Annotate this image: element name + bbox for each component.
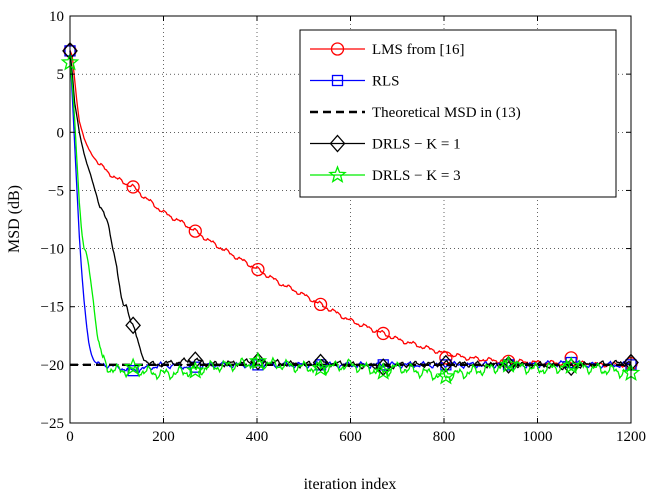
series-line [69,50,632,371]
series-marker [126,180,140,194]
series-marker [313,297,328,312]
series-marker [436,366,456,385]
legend-label: DRLS − K = 3 [372,168,461,184]
legend-marker [328,165,347,183]
legend-item: Theoretical MSD in (13) [310,105,521,121]
y-tick-label: −5 [48,183,64,199]
series-marker [185,360,205,379]
series-marker [125,316,141,335]
series-marker [248,351,268,370]
legend: LMS from [16] RLS Theoretical MSD in (13) D… [299,29,617,198]
y-tick-label: −25 [41,416,64,432]
x-tick-label: 1200 [616,429,646,445]
legend-box [299,29,617,198]
legend-label: Theoretical MSD in (13) [372,105,521,121]
x-tick-label: 400 [246,429,269,445]
x-tick-label: 800 [433,429,456,445]
series-marker [561,356,581,374]
y-tick-label: 10 [49,9,64,25]
series-line [69,61,632,383]
series-marker [563,358,580,377]
x-tick-label: 600 [339,429,362,445]
series-marker [439,351,453,365]
legend-item: DRLS − K = 1 [310,134,461,153]
x-axis-title: iteration index [304,476,397,493]
series-layer [60,41,641,385]
y-tick-label: 0 [57,125,65,141]
legend-label: LMS from [16] [372,42,465,58]
series-marker [438,354,454,373]
series-marker [373,362,393,380]
series-marker [311,358,330,377]
series-marker [251,262,265,277]
series-marker [188,224,202,238]
x-tick-label: 1000 [523,429,553,445]
legend-marker [329,134,346,153]
series-marker [376,326,390,341]
legend-item: RLS [310,74,400,90]
series-marker [499,355,518,373]
series-0 [63,44,638,371]
y-tick-label: 5 [57,67,65,83]
legend-label: RLS [372,74,400,90]
y-tick-label: −10 [41,242,64,258]
x-tick-label: 200 [152,429,175,445]
y-axis-title: MSD (dB) [6,185,23,253]
legend-label: DRLS − K = 1 [372,137,461,153]
axis-ticks: 0 200 400 600 800 1000 1200 10 5 0 −5 −10 −15 −20 −25 [41,9,646,445]
legend-item: DRLS − K = 3 [310,165,461,184]
legend-item: LMS from [16] [310,42,465,58]
series-line [69,50,632,368]
x-tick-label: 0 [66,429,74,445]
legend-marker [331,74,344,87]
series-marker [312,353,329,372]
y-tick-label: −20 [41,358,64,374]
y-tick-label: −15 [41,300,64,316]
series-marker [123,357,143,376]
legend-marker [330,42,345,56]
